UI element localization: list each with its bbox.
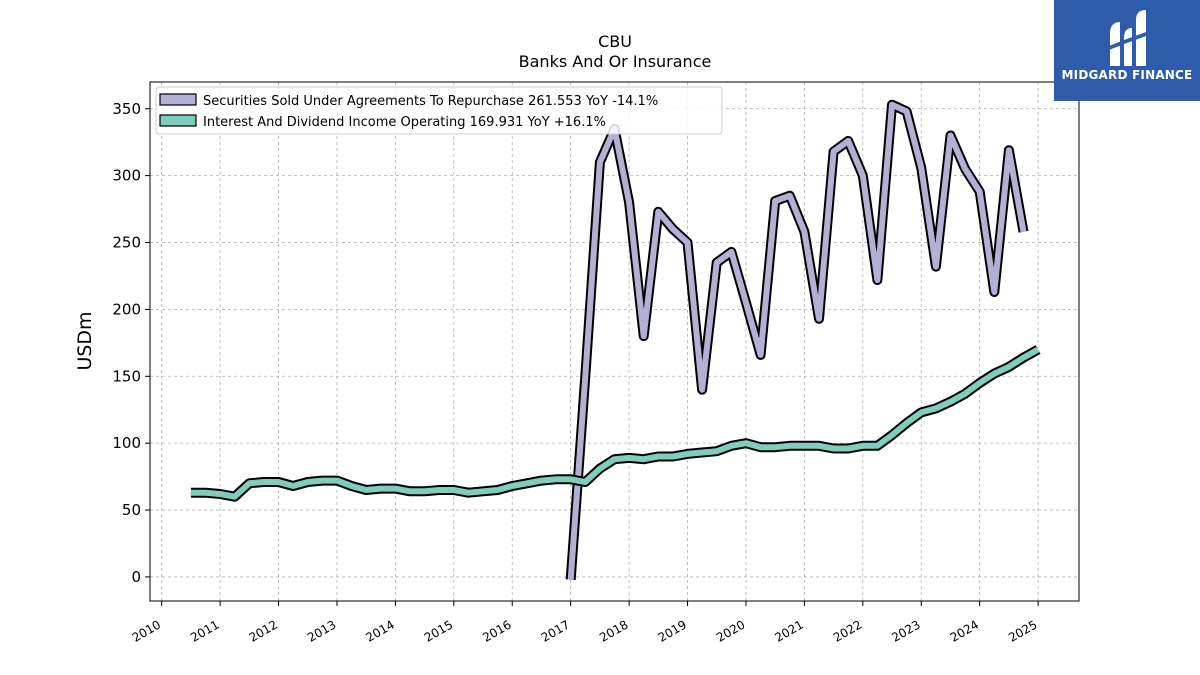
legend-swatch-securities (159, 93, 197, 106)
plot-frame (149, 81, 1080, 602)
legend-swatch-interest (159, 114, 197, 127)
chart-subtitle: Banks And Or Insurance (519, 52, 712, 71)
legend-label-securities: Securities Sold Under Agreements To Repu… (203, 94, 658, 109)
legend-box (155, 86, 723, 135)
y-tick-label: 100 (112, 434, 141, 452)
x-tick-label: 2017 (539, 617, 572, 644)
logo-text: MIDGARD FINANCE (1061, 68, 1193, 82)
x-tick-label: 2012 (247, 617, 280, 644)
x-axis-ticks: 2010 2011 2012 2013 2014 2015 2016 2017 2018 2019… (130, 601, 1040, 645)
grid-lines (150, 82, 1079, 601)
x-tick-label: 2024 (948, 617, 981, 644)
x-tick-label: 2021 (772, 617, 805, 644)
x-tick-label: 2010 (130, 617, 163, 644)
legend-label-interest: Interest And Dividend Income Operating 1… (203, 115, 606, 130)
x-tick-label: 2013 (305, 617, 338, 644)
y-tick-label: 0 (131, 568, 141, 586)
y-tick-label: 50 (122, 501, 141, 519)
series-line-0 (567, 101, 1027, 580)
y-axis-ticks: 0 50 100 150 200 250 300 350 (112, 100, 150, 586)
series-line-1 (190, 346, 1040, 500)
x-tick-label: 2018 (597, 617, 630, 644)
y-tick-label: 350 (112, 100, 141, 118)
midgard-finance-logo: MIDGARD FINANCE (1054, 0, 1200, 101)
legend: Securities Sold Under Agreements To Repu… (155, 86, 723, 135)
x-tick-label: 2022 (831, 617, 864, 644)
y-tick-label: 300 (112, 167, 141, 185)
chart-title: CBU (598, 32, 632, 51)
x-tick-label: 2016 (480, 617, 513, 644)
y-tick-label: 250 (112, 234, 141, 252)
y-axis-label: USDm (74, 311, 96, 370)
series-layer (190, 99, 1041, 580)
x-tick-label: 2015 (422, 617, 455, 644)
y-tick-label: 150 (112, 367, 141, 385)
x-tick-label: 2019 (656, 617, 689, 644)
x-tick-label: 2020 (714, 617, 747, 644)
x-tick-label: 2025 (1006, 617, 1039, 644)
x-tick-label: 2011 (188, 617, 221, 644)
y-tick-label: 200 (112, 300, 141, 318)
midgard-logo-icon (1104, 10, 1152, 66)
x-tick-label: 2014 (363, 617, 396, 644)
x-tick-label: 2023 (889, 617, 922, 644)
